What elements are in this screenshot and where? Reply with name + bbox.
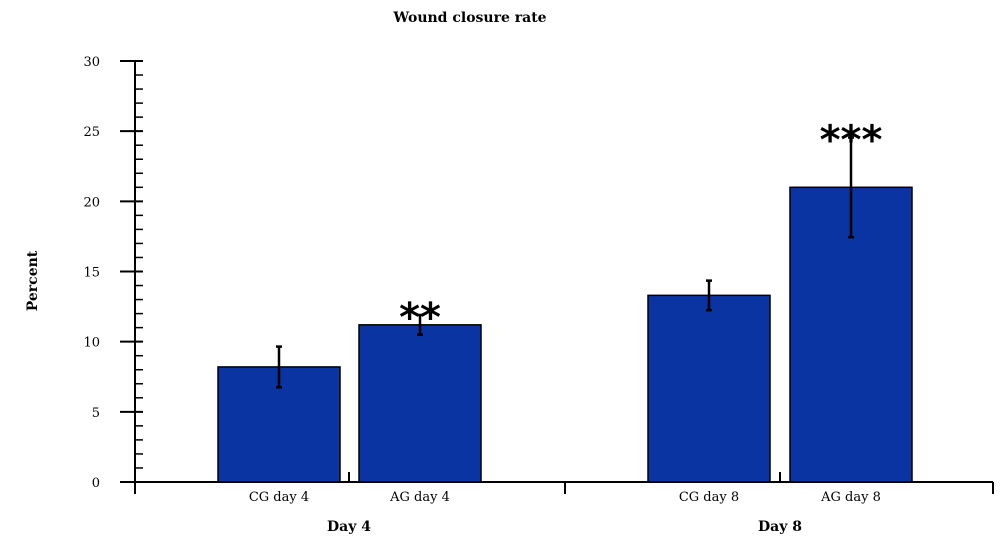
x-tick-label: AG day 8 (820, 490, 881, 505)
y-axis-label: Percent (25, 250, 41, 311)
y-tick-label: 25 (83, 125, 100, 140)
labels: CG day 4 AG day 4 ** CG day 8 AG day 8 *** Day… (249, 117, 883, 535)
y-tick-label: 0 (92, 476, 100, 491)
y-axis: 0 5 10 15 20 25 30 (83, 55, 143, 491)
x-tick-label: CG day 8 (679, 490, 739, 505)
y-tick-label: 10 (83, 336, 100, 351)
y-tick-label: 15 (83, 266, 100, 281)
group-label: Day 4 (327, 519, 371, 535)
y-tick-label: 30 (83, 55, 100, 70)
x-tick-label: CG day 4 (249, 490, 309, 505)
significance-marker: ** (399, 295, 441, 341)
bar (358, 324, 482, 483)
y-tick-label: 5 (92, 406, 100, 421)
x-tick-label: AG day 4 (389, 490, 450, 505)
y-tick-label: 20 (83, 195, 100, 210)
significance-marker: *** (820, 117, 883, 163)
bars (217, 136, 913, 483)
chart-title: Wound closure rate (392, 10, 546, 26)
bar (647, 294, 771, 483)
group-label: Day 8 (758, 519, 802, 535)
